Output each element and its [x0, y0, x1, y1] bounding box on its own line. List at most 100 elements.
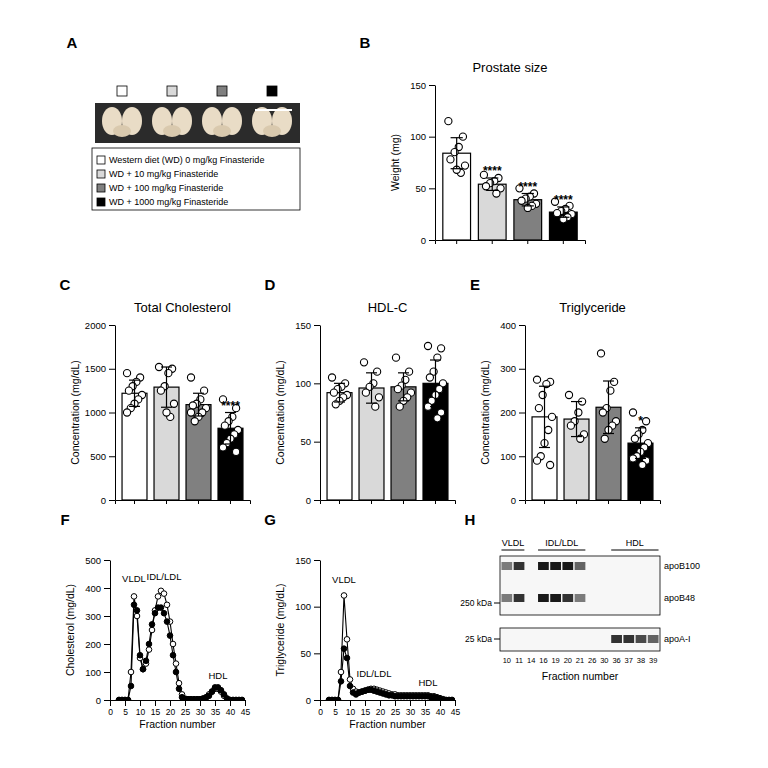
- y-tick: 100: [500, 451, 525, 462]
- x-tick: [544, 500, 545, 504]
- x-tick-mark: [527, 240, 528, 244]
- y-tick-label: 0: [96, 695, 101, 706]
- group-swatch: [167, 86, 177, 96]
- y-tick-mark: [104, 700, 110, 701]
- data-point: [553, 210, 560, 217]
- x-tick-mark: [440, 700, 441, 706]
- y-tick-mark: [104, 560, 110, 561]
- y-axis-title: Weight (mg): [389, 134, 401, 191]
- x-tick-label: 40: [226, 707, 236, 717]
- lane-label: 14: [527, 656, 535, 665]
- prostate-tissue: [252, 107, 292, 137]
- x-axis: [526, 500, 661, 504]
- lane-label: 39: [649, 656, 657, 665]
- y-tick: 100: [410, 131, 435, 142]
- y-tick: 100: [295, 378, 320, 389]
- series-point: [449, 697, 455, 700]
- marker-tick: [494, 603, 500, 604]
- lane-label: 37: [625, 656, 633, 665]
- data-point: [597, 350, 604, 357]
- x-tick: [403, 500, 404, 504]
- x-tick: 0: [318, 700, 323, 717]
- x-tick: 35: [421, 700, 431, 717]
- y-tick-label: 300: [500, 363, 516, 374]
- x-tick-mark: [110, 700, 111, 706]
- data-point: [533, 376, 540, 383]
- y-tick-label: 1500: [85, 363, 106, 374]
- series-point: [161, 610, 167, 616]
- data-point: [575, 409, 582, 416]
- x-tick-mark: [245, 700, 246, 706]
- y-tick-mark: [314, 700, 320, 701]
- x-tick: 5: [123, 700, 128, 717]
- region-label: IDL/LDL: [147, 571, 182, 582]
- x-tick: 15: [361, 700, 371, 717]
- lane-label: 26: [588, 656, 596, 665]
- lane-label: 16: [539, 656, 547, 665]
- x-tick: 45: [451, 700, 461, 717]
- y-tick-label: 200: [85, 639, 101, 650]
- x-tick-label: 10: [136, 707, 146, 717]
- series-point: [347, 677, 353, 683]
- y-axis: 0100200300400500: [85, 555, 110, 706]
- series-point: [128, 669, 134, 675]
- blot-band: [575, 594, 586, 602]
- chart-title: Triglyceride: [559, 300, 626, 315]
- series-point: [167, 633, 173, 639]
- series-point: [143, 658, 149, 664]
- marker-label: 25 kDa: [465, 634, 492, 644]
- bar-chart: *0100200300400ETriglycerideConcentration…: [470, 276, 661, 506]
- y-tick: 500: [90, 451, 115, 462]
- data-point: [567, 422, 574, 429]
- x-tick-mark: [155, 700, 156, 706]
- data-point: [372, 403, 379, 410]
- bar: [514, 200, 542, 240]
- x-tick-label: 35: [211, 707, 221, 717]
- blot-band: [550, 594, 561, 602]
- x-tick: 25: [391, 700, 401, 717]
- y-axis-line: [320, 326, 321, 501]
- data-point: [424, 342, 431, 349]
- x-tick-label: 45: [451, 707, 461, 717]
- data-point: [629, 409, 636, 416]
- y-axis: 050100150: [295, 320, 320, 506]
- legend-box: [92, 148, 300, 210]
- group-swatch: [267, 86, 277, 96]
- x-tick: 20: [376, 700, 386, 717]
- y-axis-title: Concentration (mg/dL): [479, 360, 491, 464]
- x-tick-mark: [563, 240, 564, 244]
- data-point: [123, 370, 130, 377]
- data-point: [392, 354, 399, 361]
- y-tick-label: 2000: [85, 320, 106, 331]
- series-point: [146, 647, 152, 653]
- series-point: [140, 666, 146, 672]
- blot-band: [538, 562, 549, 570]
- y-axis-line: [435, 86, 436, 241]
- series-point: [128, 683, 134, 689]
- y-tick-label: 500: [90, 451, 106, 462]
- y-tick-mark: [429, 240, 435, 241]
- y-tick-mark: [519, 456, 525, 457]
- data-point: [375, 394, 382, 401]
- x-axis: [321, 500, 456, 504]
- data-point: [535, 405, 542, 412]
- lane-label: 10: [503, 656, 511, 665]
- bar: [391, 387, 416, 500]
- series-point: [140, 666, 146, 672]
- region-label: VLDL: [332, 574, 356, 585]
- y-tick-label: 400: [85, 583, 101, 594]
- y-tick-mark: [314, 653, 320, 654]
- significance: ****: [518, 180, 537, 194]
- x-axis: [436, 240, 586, 244]
- error-bar: [486, 178, 498, 190]
- series-point: [158, 605, 164, 611]
- y-tick: 150: [410, 80, 435, 91]
- x-tick-mark: [170, 700, 171, 706]
- protein-label: apoB48: [664, 593, 695, 603]
- lane-label: 20: [564, 656, 572, 665]
- x-tick: 10: [136, 700, 146, 717]
- data-point: [547, 461, 554, 468]
- protein-label: apoA-I: [664, 634, 691, 644]
- x-axis-title: Fraction number: [349, 718, 426, 730]
- x-tick: [576, 500, 577, 504]
